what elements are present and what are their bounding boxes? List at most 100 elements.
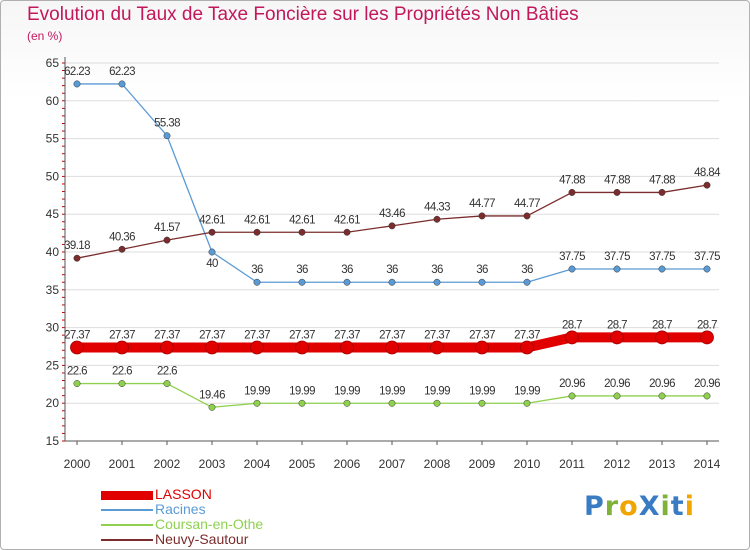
data-label: 36 [476, 264, 488, 276]
data-point [388, 399, 396, 407]
y-tick-label: 50 [46, 169, 60, 183]
x-tick-label: 2004 [244, 457, 271, 471]
data-label: 44.77 [469, 198, 495, 210]
data-point [160, 340, 174, 355]
data-label: 47.88 [559, 174, 585, 186]
data-label: 55.38 [154, 118, 180, 130]
data-label: 37.75 [604, 251, 630, 263]
data-point [658, 188, 666, 196]
data-label: 19.99 [244, 385, 270, 397]
y-tick-label: 35 [46, 283, 60, 297]
data-point [298, 278, 306, 286]
data-label: 27.37 [64, 329, 90, 341]
data-label: 28.7 [562, 319, 582, 331]
data-label: 62.23 [109, 66, 135, 78]
data-point [73, 254, 81, 262]
data-label: 19.99 [379, 385, 405, 397]
data-point [208, 228, 216, 236]
x-tick-label: 2003 [199, 457, 226, 471]
data-point [658, 265, 666, 273]
data-label: 47.88 [604, 174, 630, 186]
data-label: 48.84 [694, 167, 721, 179]
data-point [118, 245, 126, 253]
data-point [115, 340, 129, 355]
x-tick-label: 2001 [109, 457, 136, 471]
data-point [343, 399, 351, 407]
data-point [433, 399, 441, 407]
logo-letter: X [638, 491, 661, 522]
data-label: 37.75 [559, 251, 585, 263]
x-tick-label: 2007 [379, 457, 406, 471]
y-tick-label: 60 [46, 94, 60, 108]
data-label: 43.46 [379, 208, 405, 220]
data-point [295, 340, 309, 355]
legend-label: Neuvy-Sautour [155, 531, 249, 547]
data-point [253, 399, 261, 407]
data-point [163, 380, 171, 387]
x-tick-label: 2011 [559, 457, 585, 471]
x-tick-label: 2013 [649, 457, 676, 471]
data-label: 37.75 [694, 251, 720, 263]
data-point [703, 181, 711, 189]
legend-swatch [101, 509, 153, 511]
data-label: 41.57 [154, 222, 180, 234]
data-label: 27.37 [514, 329, 540, 341]
data-point [613, 265, 621, 273]
data-point [298, 228, 306, 236]
data-label: 40 [206, 258, 218, 270]
logo-letter: i [660, 491, 671, 522]
x-tick-label: 2014 [694, 457, 721, 471]
data-label: 36 [251, 264, 263, 276]
legend-label: Coursan-en-Othe [155, 516, 264, 532]
y-tick-label: 15 [46, 434, 60, 448]
data-point [523, 278, 531, 286]
data-label: 22.6 [112, 366, 132, 378]
data-point [478, 212, 486, 220]
data-label: 44.77 [514, 198, 540, 210]
data-point [703, 392, 711, 400]
data-point [478, 278, 486, 286]
data-point [208, 248, 216, 256]
data-label: 19.99 [469, 385, 495, 397]
data-label: 36 [521, 264, 533, 276]
data-label: 19.99 [289, 385, 315, 397]
x-tick-label: 2009 [469, 457, 496, 471]
data-point [433, 278, 441, 286]
data-label: 42.61 [289, 214, 315, 226]
legend-swatch [101, 539, 153, 541]
data-point [433, 215, 441, 223]
data-label: 27.37 [379, 329, 405, 341]
data-label: 39.18 [64, 240, 90, 252]
data-point [700, 330, 714, 345]
data-label: 28.7 [607, 319, 627, 331]
x-tick-label: 2008 [424, 457, 451, 471]
data-label: 19.46 [199, 389, 225, 401]
data-label: 20.96 [694, 378, 720, 390]
data-label: 22.6 [67, 366, 87, 378]
data-point [523, 212, 531, 220]
data-point [478, 399, 486, 407]
y-tick-label: 40 [46, 245, 60, 259]
data-point [205, 340, 219, 355]
data-label: 19.99 [424, 385, 450, 397]
data-label: 27.37 [334, 329, 360, 341]
data-point [568, 392, 576, 400]
x-tick-label: 2006 [334, 457, 361, 471]
data-label: 27.37 [289, 329, 315, 341]
legend-swatch [101, 491, 153, 500]
data-point [475, 340, 489, 355]
data-label: 42.61 [334, 214, 360, 226]
data-point [520, 340, 534, 355]
data-point [163, 132, 171, 140]
chart-subtitle: (en %) [27, 29, 63, 43]
data-point [565, 330, 579, 345]
y-tick-label: 25 [46, 358, 60, 372]
data-point [568, 265, 576, 273]
data-label: 36 [386, 264, 398, 276]
data-label: 36 [431, 264, 443, 276]
logo-letter: P [584, 491, 605, 522]
data-label: 27.37 [154, 329, 180, 341]
data-point [343, 228, 351, 236]
data-point [118, 80, 126, 88]
x-tick-label: 2010 [514, 457, 541, 471]
